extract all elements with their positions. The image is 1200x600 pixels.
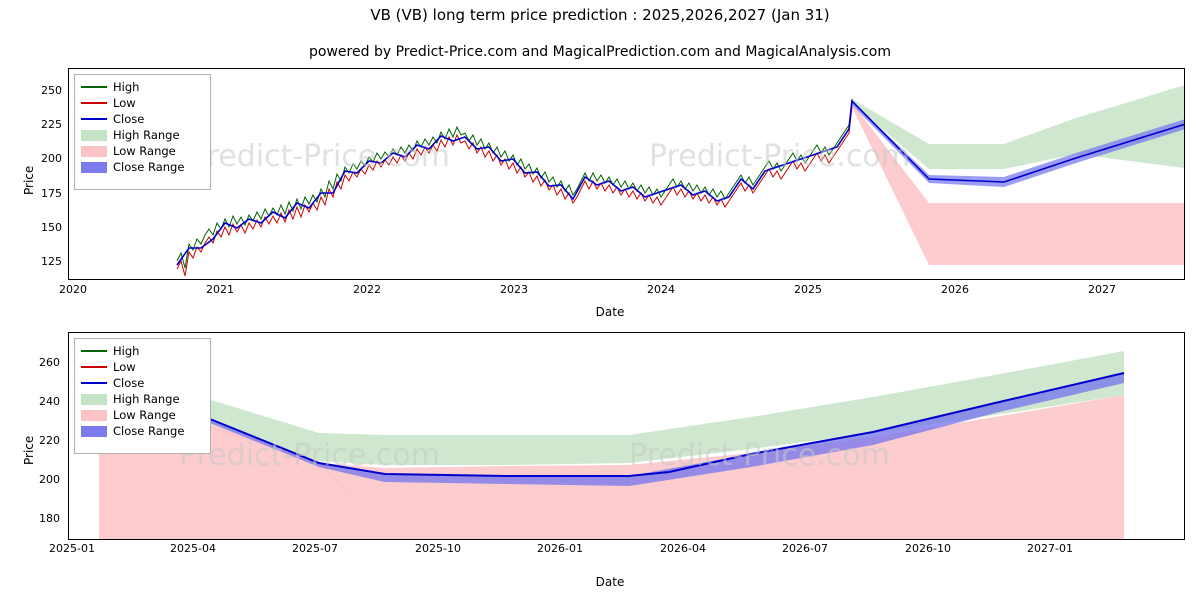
legend-label-close-2: Close <box>113 376 145 390</box>
legend-label-high-range: High Range <box>113 128 180 142</box>
legend-label-high-2: High <box>113 344 140 358</box>
line-high-history <box>176 98 853 269</box>
legend-label-close-range: Close Range <box>113 160 185 174</box>
series-layer-forecast <box>92 351 1125 539</box>
legend-item-close: Close <box>81 111 204 127</box>
ytick-top-0: 125 <box>41 255 62 268</box>
ytick-bottom-2: 220 <box>39 434 60 447</box>
legend-label-low-2: Low <box>113 360 136 374</box>
xtick-bottom-6: 2026-07 <box>782 542 828 555</box>
legend-label-low-range-2: Low Range <box>113 408 176 422</box>
line-low-history <box>176 106 853 277</box>
legend-swatch-low-range-icon <box>81 145 107 157</box>
ytick-bottom-3: 240 <box>39 395 60 408</box>
legend-swatch-high-range-icon <box>81 129 107 141</box>
page-subtitle: powered by Predict-Price.com and Magical… <box>309 44 891 60</box>
series-layer-history <box>176 85 1184 277</box>
legend-swatch-close-range-icon-2 <box>81 425 107 437</box>
legend-forecast: High Low Close High Range Low Range Clos… <box>74 338 211 454</box>
legend-label-low-range: Low Range <box>113 144 176 158</box>
axis-label-x-bottom: Date <box>595 575 625 589</box>
ytick-top-5: 250 <box>41 84 62 97</box>
band-close-range-top <box>852 101 1184 187</box>
xtick-top-3: 2023 <box>500 283 528 296</box>
legend-item-close-range: Close Range <box>81 159 204 175</box>
ytick-top-1: 150 <box>41 221 62 234</box>
xtick-bottom-8: 2027-01 <box>1027 542 1073 555</box>
band-high-range-top <box>852 85 1184 169</box>
xtick-top-7: 2027 <box>1088 283 1116 296</box>
xtick-top-6: 2026 <box>941 283 969 296</box>
legend-swatch-low-icon-2 <box>81 361 107 373</box>
ytick-bottom-0: 180 <box>39 512 60 525</box>
legend-item-close-range-2: Close Range <box>81 423 204 439</box>
xtick-bottom-1: 2025-04 <box>170 542 216 555</box>
ytick-bottom-1: 200 <box>39 473 60 486</box>
legend-item-high: High <box>81 79 204 95</box>
legend-label-high-range-2: High Range <box>113 392 180 406</box>
xtick-bottom-0: 2025-01 <box>49 542 95 555</box>
legend-swatch-low-icon <box>81 97 107 109</box>
xtick-bottom-4: 2026-01 <box>537 542 583 555</box>
legend-swatch-close-range-icon <box>81 161 107 173</box>
legend-label-close-range-2: Close Range <box>113 424 185 438</box>
legend-swatch-close-icon <box>81 113 107 125</box>
ytick-bottom-4: 260 <box>39 356 60 369</box>
xtick-top-1: 2021 <box>206 283 234 296</box>
chart-panel-forecast: Price Date 180 200 220 240 260 2025-01 2… <box>0 310 1200 600</box>
legend-swatch-low-range-icon-2 <box>81 409 107 421</box>
band-close-range-bottom <box>99 373 1124 486</box>
plot-area-forecast: Predict-Price.com Predict-Price.com <box>68 332 1185 540</box>
legend-item-low-2: Low <box>81 359 204 375</box>
band-low-range-top <box>852 103 1184 265</box>
line-close-history <box>176 99 1184 266</box>
ytick-top-2: 175 <box>41 187 62 200</box>
xtick-bottom-7: 2026-10 <box>905 542 951 555</box>
line-close-forecast <box>98 372 1125 477</box>
xtick-top-2: 2022 <box>353 283 381 296</box>
legend-item-high-range-2: High Range <box>81 391 204 407</box>
legend-label-close: Close <box>113 112 145 126</box>
legend-item-low: Low <box>81 95 204 111</box>
legend-history: High Low Close High Range Low Range Clos… <box>74 74 211 190</box>
legend-swatch-close-icon-2 <box>81 377 107 389</box>
band-high-range-bottom <box>99 351 1124 465</box>
chart-panel-history: Price Date 125 150 175 200 225 250 2020 … <box>22 68 1185 319</box>
page-title: VB (VB) long term price prediction : 202… <box>370 6 830 24</box>
legend-item-low-range-2: Low Range <box>81 407 204 423</box>
legend-item-high-range: High Range <box>81 127 204 143</box>
legend-item-high-2: High <box>81 343 204 359</box>
xtick-bottom-3: 2025-10 <box>415 542 461 555</box>
ytick-top-4: 225 <box>41 118 62 131</box>
xtick-top-0: 2020 <box>59 283 87 296</box>
band-low-range-bottom-2 <box>99 377 1124 531</box>
legend-swatch-high-range-icon-2 <box>81 393 107 405</box>
legend-label-high: High <box>113 80 140 94</box>
legend-swatch-high-icon <box>81 81 107 93</box>
xtick-bottom-5: 2026-04 <box>660 542 706 555</box>
legend-item-close-2: Close <box>81 375 204 391</box>
legend-item-low-range: Low Range <box>81 143 204 159</box>
xtick-bottom-2: 2025-07 <box>292 542 338 555</box>
legend-label-low: Low <box>113 96 136 110</box>
ytick-top-3: 200 <box>41 152 62 165</box>
plot-area-history: Predict-Price.com Predict-Price.com <box>68 68 1185 280</box>
xtick-top-4: 2024 <box>647 283 675 296</box>
legend-swatch-high-icon-2 <box>81 345 107 357</box>
xtick-top-5: 2025 <box>794 283 822 296</box>
axis-label-x-top: Date <box>595 305 625 319</box>
